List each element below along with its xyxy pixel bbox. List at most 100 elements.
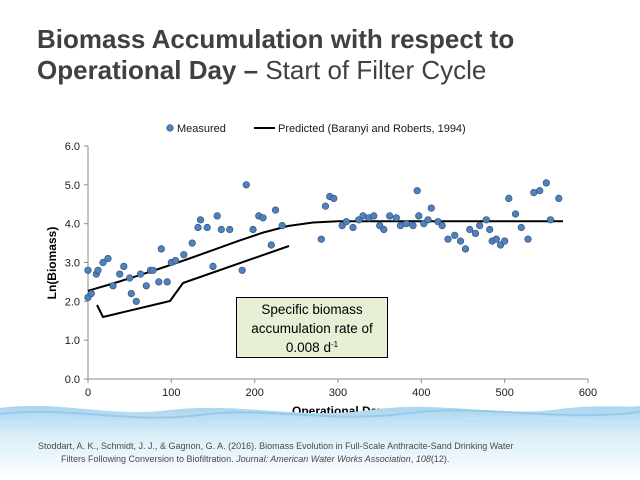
citation-separator: , [410,454,416,464]
citation-journal: Journal: American Water Works Associatio… [236,454,411,464]
y-tick-label: 5.0 [65,180,80,192]
y-tick-label: 4.0 [65,219,80,231]
data-point [471,229,480,237]
data-point [342,218,350,226]
data-point [196,216,205,224]
citation-line-2: Filters Following Conversion to Biofiltr… [38,453,608,466]
data-point [511,210,520,218]
data-point [142,282,150,290]
x-tick-label: 300 [329,387,347,399]
data-point [476,222,484,230]
data-point [217,225,225,234]
y-axis-title: Ln(Biomass) [45,227,59,300]
data-point [386,212,394,220]
chart-axes [84,145,589,383]
citation-volume: 108 [415,454,431,464]
data-point [249,225,257,234]
data-point [542,179,550,187]
x-tick-label: 100 [162,387,180,399]
data-point [438,222,446,230]
annotation-rate-exponent: -1 [330,340,339,349]
data-point [126,274,134,282]
data-point [349,223,357,232]
annotation-line-2: accumulation rate of [251,321,373,336]
x-tick-label: 500 [495,387,513,399]
x-tick-label: 400 [412,387,430,399]
data-point [213,212,221,220]
data-point [99,258,107,267]
x-tick-label: 200 [245,387,263,399]
slide-title: Biomass Accumulation with respect to Ope… [37,24,627,86]
citation-issue: (12). [430,454,450,464]
x-tick-label: 0 [85,387,91,399]
data-point [486,225,494,234]
data-point [505,194,513,202]
data-point [444,235,452,243]
data-point [267,241,275,249]
data-point [546,216,555,224]
measured-series [84,179,563,305]
data-point [501,237,509,245]
data-point [84,266,92,274]
data-point [104,255,112,263]
data-point [94,266,102,274]
title-bold: Biomass Accumulation with respect to Ope… [37,24,515,85]
citation-title-end: Filters Following Conversion to Biofiltr… [61,454,237,464]
data-point [226,225,234,234]
data-point [451,231,459,239]
chart-legend: Measured Predicted (Baranyi and Roberts,… [166,123,466,135]
data-point [466,225,474,234]
data-point [536,187,544,195]
data-point [132,297,140,305]
annotation-line-1: Specific biomass [261,302,363,317]
data-point [321,202,330,210]
data-point [555,194,563,202]
data-point [163,278,171,286]
data-point [492,235,500,243]
data-point [271,206,280,214]
data-point [517,223,525,232]
legend-label-measured: Measured [177,123,226,135]
annotation-box: Specific biomass accumulation rate of 0.… [236,297,388,358]
data-point [530,189,538,197]
data-point [188,239,196,247]
annotation-line-3: 0.008 d-1 [237,338,387,357]
data-point [120,262,128,271]
data-point [424,216,432,224]
data-point [136,270,145,278]
data-point [242,181,250,189]
data-point [415,212,423,220]
y-tick-label: 3.0 [65,258,80,270]
citation: Stoddart, A. K., Schmidt, J. J., & Gagno… [38,440,608,466]
data-point [402,220,410,228]
data-point [317,235,325,243]
data-point [427,204,435,212]
y-tick-label: 0.0 [65,374,80,386]
data-point [482,216,490,224]
water-wave-decoration [0,405,640,480]
legend-label-predicted: Predicted (Baranyi and Roberts, 1994) [278,123,466,135]
data-point [413,187,421,195]
data-point [392,214,400,222]
data-point [194,223,202,232]
data-point [380,225,388,234]
data-point [238,266,246,274]
data-point [524,235,532,243]
tick-labels: 0.0 1.0 2.0 3.0 4.0 5.0 6.0 0 100 200 300 400 500 600 [65,141,597,399]
data-point [456,237,465,245]
y-tick-label: 1.0 [65,335,80,347]
data-point [330,194,338,202]
data-point [157,245,165,253]
biomass-chart: Measured Predicted (Baranyi and Roberts,… [45,123,597,418]
title-dash: – [236,55,266,85]
data-point [171,257,180,265]
annotation-bracket [96,245,290,318]
data-point [203,223,211,232]
legend-marker-measured [166,124,174,132]
data-point [209,262,217,271]
y-tick-label: 2.0 [65,296,80,308]
data-point [278,222,286,230]
annotation-rate-value: 0.008 d [285,340,331,355]
data-point [155,278,163,286]
